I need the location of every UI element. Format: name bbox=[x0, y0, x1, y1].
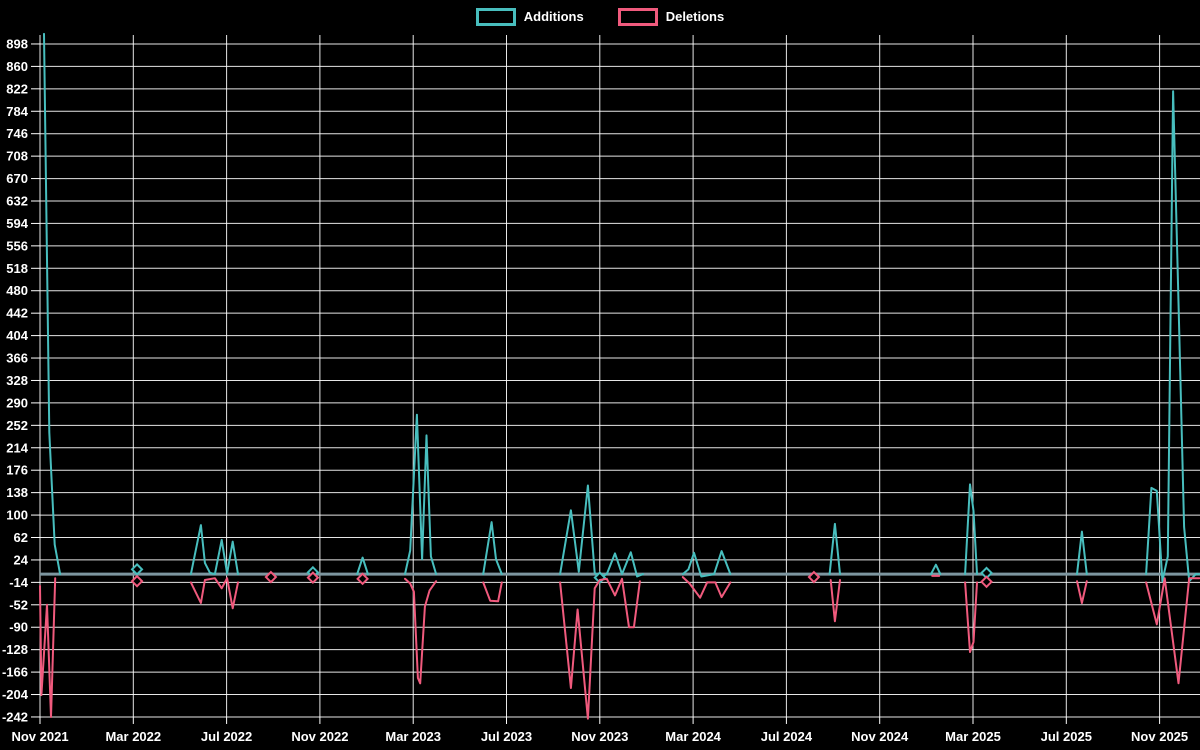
y-tick-label: 670 bbox=[6, 171, 28, 186]
y-tick-label: 176 bbox=[6, 463, 28, 478]
y-tick-label: 746 bbox=[6, 126, 28, 141]
deletions-markers bbox=[130, 570, 993, 589]
deletions-point-marker bbox=[807, 570, 821, 584]
y-tick-label: -90 bbox=[9, 620, 28, 635]
deletions-point-marker bbox=[264, 570, 278, 584]
additions-legend-label: Additions bbox=[523, 9, 584, 24]
deletions-line bbox=[39, 574, 1200, 720]
x-tick-label: Mar 2022 bbox=[105, 729, 161, 744]
gridlines bbox=[39, 35, 1200, 718]
y-tick-label: 138 bbox=[6, 485, 28, 500]
y-tick-label: 404 bbox=[6, 328, 28, 343]
y-tick-label: -242 bbox=[2, 709, 28, 724]
y-tick-label: 442 bbox=[6, 306, 28, 321]
y-tick-label: 252 bbox=[6, 418, 28, 433]
additions-point-marker bbox=[130, 562, 144, 576]
x-tick-label: Nov 2024 bbox=[851, 729, 909, 744]
deletions-swatch bbox=[617, 8, 658, 26]
x-tick-label: Nov 2025 bbox=[1131, 729, 1188, 744]
y-tick-label: -14 bbox=[9, 575, 29, 590]
y-tick-label: 366 bbox=[6, 351, 28, 366]
deletions-point-marker bbox=[356, 572, 369, 586]
x-axis-labels: Nov 2021 Mar 2022 Jul 2022 Nov 2022 Mar 2023… bbox=[11, 729, 1188, 744]
x-tick-label: Mar 2025 bbox=[945, 729, 1001, 744]
y-tick-label: 214 bbox=[6, 440, 28, 455]
y-tick-label: 708 bbox=[6, 149, 28, 164]
x-tick-label: Nov 2022 bbox=[291, 729, 348, 744]
y-tick-label: 290 bbox=[6, 395, 28, 410]
y-tick-label: -52 bbox=[9, 597, 28, 612]
x-tick-label: Jul 2022 bbox=[201, 729, 252, 744]
x-tick-label: Jul 2024 bbox=[761, 729, 813, 744]
y-tick-label: 822 bbox=[6, 81, 28, 96]
y-tick-label: 784 bbox=[6, 104, 28, 119]
axis-ticks bbox=[31, 43, 1161, 724]
y-tick-label: 480 bbox=[6, 283, 28, 298]
additions-swatch bbox=[475, 8, 516, 26]
x-tick-label: Jul 2025 bbox=[1041, 729, 1092, 744]
y-tick-label: -204 bbox=[2, 687, 29, 702]
deletions-point-marker bbox=[980, 575, 993, 589]
y-tick-label: 62 bbox=[14, 530, 28, 545]
y-tick-label: 632 bbox=[6, 193, 28, 208]
y-tick-label: 898 bbox=[6, 36, 28, 51]
x-tick-label: Nov 2021 bbox=[11, 729, 68, 744]
y-tick-label: 518 bbox=[6, 261, 28, 276]
y-tick-label: 594 bbox=[6, 216, 28, 231]
y-tick-label: 328 bbox=[6, 373, 28, 388]
y-axis-labels: 898 860 822 784 746 708 670 632 594 556 518 480 442 4… bbox=[2, 36, 29, 724]
legend-item-deletions[interactable]: Deletions bbox=[617, 8, 725, 26]
y-tick-label: 556 bbox=[6, 238, 28, 253]
deletions-point-marker bbox=[306, 571, 320, 585]
x-tick-label: Jul 2023 bbox=[481, 729, 532, 744]
y-tick-label: -166 bbox=[2, 665, 28, 680]
deletions-legend-label: Deletions bbox=[665, 9, 725, 24]
y-tick-label: 860 bbox=[6, 59, 28, 74]
x-tick-label: Mar 2023 bbox=[385, 729, 441, 744]
chart-legend: Additions Deletions bbox=[0, 8, 1200, 26]
x-tick-label: Nov 2023 bbox=[571, 729, 628, 744]
y-tick-label: -128 bbox=[2, 642, 28, 657]
x-tick-label: Mar 2024 bbox=[665, 729, 721, 744]
additions-line bbox=[43, 32, 1200, 583]
legend-item-additions[interactable]: Additions bbox=[475, 8, 584, 26]
deletions-point-marker bbox=[130, 574, 144, 588]
y-tick-label: 24 bbox=[14, 552, 29, 567]
y-tick-label: 100 bbox=[6, 508, 28, 523]
